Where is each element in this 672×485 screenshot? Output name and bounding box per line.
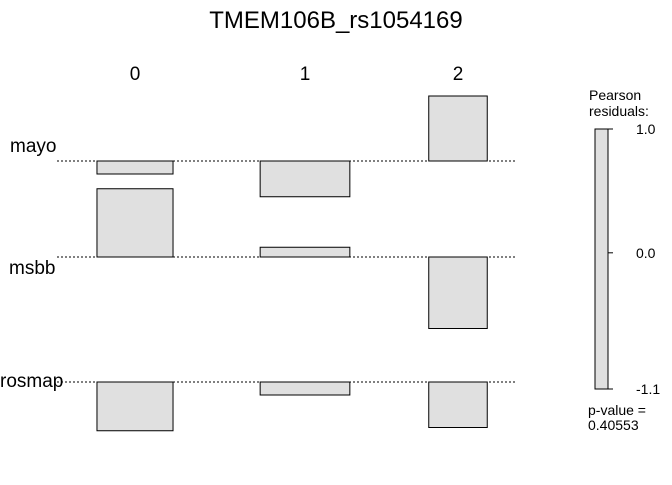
residual-tile-msbb-2 (428, 256, 488, 329)
residual-tile-rosmap-0 (96, 381, 174, 432)
residual-tile-rosmap-2 (428, 381, 488, 428)
row-label-rosmap: rosmap (0, 371, 63, 392)
residual-tile-mayo-2 (428, 95, 488, 162)
row-label-msbb: msbb (9, 258, 55, 279)
column-label-2: 2 (453, 64, 464, 85)
legend-ticks: 1.0 0.0 -1.1 (608, 121, 660, 397)
pvalue-value: 0.40553 (588, 417, 639, 433)
residual-tile-mayo-1 (259, 160, 351, 198)
residual-tile-mayo-0 (96, 160, 174, 175)
legend-title-line2: residuals: (589, 103, 649, 119)
legend: Pearson residuals: 1.00.0-1.1 p-value = … (588, 87, 660, 433)
row-labels: mayo msbb rosmap (0, 136, 63, 392)
legend-tick-label: 0.0 (636, 245, 656, 261)
row-label-mayo: mayo (10, 136, 56, 157)
column-labels: 0 1 2 (130, 64, 464, 85)
column-label-0: 0 (130, 64, 141, 85)
residual-tile-rosmap-1 (259, 381, 351, 396)
residual-tile-msbb-0 (96, 188, 174, 258)
chart-title: TMEM106B_rs1054169 (209, 7, 462, 34)
pvalue-label: p-value = (588, 402, 646, 418)
residual-tile-msbb-1 (259, 246, 351, 258)
legend-tick-label: -1.1 (636, 381, 660, 397)
legend-bar (594, 128, 609, 390)
legend-tick-label: 1.0 (636, 121, 656, 137)
tiles-layer (57, 95, 516, 432)
legend-title-line1: Pearson (589, 87, 641, 103)
column-label-1: 1 (300, 64, 311, 85)
